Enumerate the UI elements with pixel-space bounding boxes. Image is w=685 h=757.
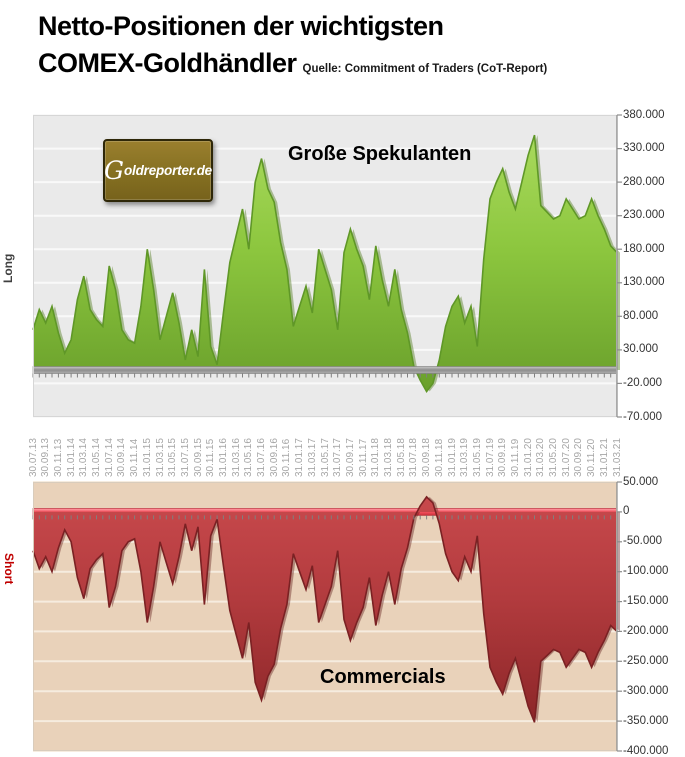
y-axis-label: -250.000 [623,654,669,667]
x-axis-label: 30.11.16 [281,438,293,477]
commercials-chart-title: Commercials [320,666,446,688]
shared-x-axis: 30.07.13 30.09.13 30.11.13 31.01.14 31.03.14… [28,419,623,477]
y-axis-label: -20.000 [623,376,663,389]
y-axis-label: -100.000 [623,565,669,578]
y-axis-label: -400.000 [623,744,669,757]
commercials-y-axis: 50.000 0 -50.000 -100.000 -150.000 -200.000 -2… [623,476,683,757]
x-axis-label: 31.01.15 [141,438,153,477]
y-axis-label: 330.000 [623,142,665,155]
x-axis-label: 30.11.15 [205,438,217,477]
y-axis-label: -150.000 [623,595,669,608]
y-axis-label: 280.000 [623,175,665,188]
y-axis-label: 380.000 [623,108,665,121]
x-axis-label: 31.03.18 [383,438,394,477]
x-axis-label: 30.11.17 [357,438,369,477]
x-axis-label: 31.03.15 [154,438,166,477]
x-axis-label: 31.05.16 [243,438,255,477]
speculators-chart-title: Große Spekulanten [288,143,472,165]
x-axis-label: 30.11.14 [129,438,141,477]
y-axis-label: 80.000 [623,309,659,322]
x-axis-label: 31.07.17 [332,438,344,477]
x-axis-label: 31.05.20 [548,438,559,477]
x-axis-label: 31.05.14 [91,438,102,477]
x-axis-label: 30.09.20 [573,438,585,477]
x-axis-label: 30.09.19 [497,438,509,477]
x-axis-label: 30.09.13 [40,438,52,477]
x-axis-label: 31.01.14 [65,438,77,477]
x-axis-label: 30.11.13 [52,438,64,477]
y-axis-label: 230.000 [623,209,665,222]
x-axis-label: 30.09.17 [344,438,356,477]
x-axis-label: 31.03.21 [611,438,623,477]
x-axis-label: 31.01.17 [294,438,306,477]
x-axis-label: 31.03.19 [459,438,471,477]
x-axis-label: 31.05.19 [471,438,483,477]
x-axis-label: 31.07.19 [484,438,496,477]
y-axis-label: -50.000 [623,535,663,548]
y-axis-label: 180.000 [623,242,665,255]
y-axis-label: 50.000 [623,475,659,488]
x-axis-label: 30.11.18 [433,438,445,477]
y-axis-label: 130.000 [623,276,665,289]
x-axis-label: 31.05.15 [167,438,179,477]
logo-text: oldreporter.de [124,163,212,178]
x-axis-label: 30.09.14 [116,438,128,477]
x-axis-label: 31.05.18 [395,438,407,477]
speculators-y-axis: 380.000 330.000 280.000 230.000 180.000 130.0… [623,109,683,423]
x-axis-label: 31.07.15 [179,438,191,477]
x-axis-label: 31.03.14 [78,438,90,477]
y-axis-label: -350.000 [623,714,669,727]
title-line1: Netto-Positionen der wichtigsten [38,11,444,41]
x-axis-label: 30.09.18 [421,438,433,477]
x-axis-label: 31.01.19 [446,438,458,477]
y-axis-label: 0 [623,505,630,518]
logo-initial: G [104,155,124,185]
x-axis-label: 30.09.15 [192,438,204,477]
x-axis-label: 31.03.17 [306,438,318,477]
x-axis-label: 31.07.20 [560,438,572,477]
y-axis-label: -200.000 [623,624,669,637]
x-axis-label: 31.03.20 [535,438,547,477]
x-axis-label: 30.11.20 [586,438,598,477]
x-axis-label: 31.05.17 [319,438,331,477]
y-axis-label: -300.000 [623,684,669,697]
speculators-area-chart [32,114,622,418]
x-axis-label: 30.07.13 [27,438,39,477]
x-axis-label: 31.01.18 [370,438,382,477]
commercials-area-chart [32,481,622,752]
x-axis-label: 31.07.16 [256,438,267,477]
x-axis-label: 31.01.21 [598,438,610,477]
title-line2: COMEX-Goldhändler [38,48,297,78]
x-axis-label: 30.11.19 [509,438,521,477]
x-axis-label: 31.07.14 [103,438,115,477]
page-title: Netto-Positionen der wichtigsten COMEX-G… [38,8,668,88]
short-axis-label: Short [2,553,16,585]
x-axis-label: 31.01.20 [522,438,534,477]
y-axis-label: 30.000 [623,343,659,356]
source-note: Quelle: Commitment of Traders (CoT-Repor… [302,63,548,75]
x-axis-label: 31.07.18 [408,438,420,477]
x-axis-label: 30.09.16 [268,438,280,477]
long-axis-label: Long [1,253,15,283]
y-axis-label: -70.000 [623,410,663,423]
x-axis-label: 31.01.16 [217,438,229,477]
x-axis-label: 31.03.16 [230,438,242,477]
